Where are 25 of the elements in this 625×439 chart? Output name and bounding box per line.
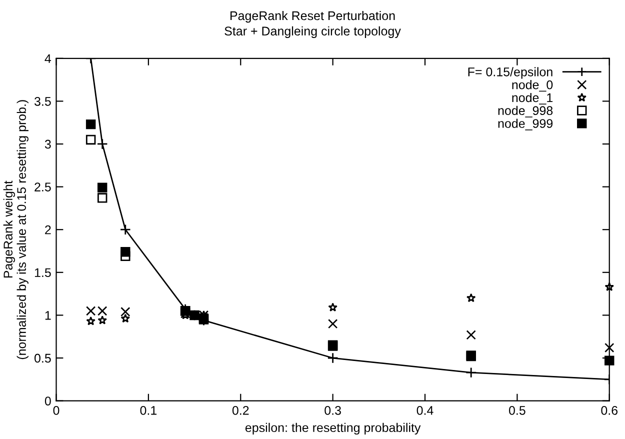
x-tick-label: 0 [53,406,60,415]
legend-label: node_0 [512,80,553,92]
x-tick-label: 0.3 [324,406,341,415]
y-tick-label: 3 [44,140,51,149]
y-tick-label: 1.5 [34,268,51,278]
x-tick-label: 0.4 [416,406,434,415]
y-tick-label: 0.5 [34,354,51,363]
x-tick-label: 0.2 [232,406,249,415]
y-tick-label: 2.5 [34,182,51,192]
y-tick-label: 4 [44,54,52,63]
x-tick-label: 0.6 [601,406,618,415]
legend-label: node_998 [498,106,553,118]
chart-subtitle: Star + Dangleing circle topology [224,26,401,38]
legend-label: node_1 [512,92,553,104]
y-tick-label: 3.5 [34,96,51,106]
chart-title: PageRank Reset Perturbation [230,10,395,23]
x-axis-title: epsilon: the resetting probability [245,422,421,435]
y-tick-label: 0 [44,396,51,406]
legend-label: F= 0.15/epsilon [468,67,552,79]
x-tick-label: 0.5 [508,406,526,415]
x-tick-label: 0.1 [140,406,157,415]
legend-label: node_999 [498,118,553,130]
y-axis-title: PageRank weight (normalized by its value at 0.15 resetting prob.) [3,100,28,360]
y-tick-label: 2 [45,225,51,234]
y-tick-label: 1 [45,311,51,320]
